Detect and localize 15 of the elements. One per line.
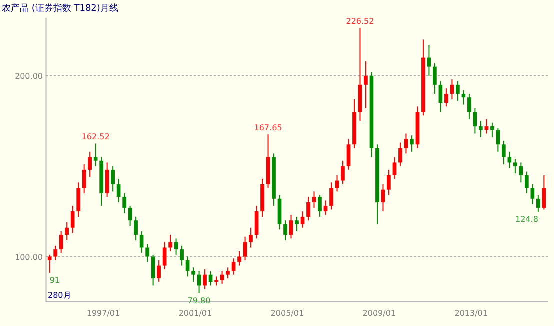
x-tick-label: 2013/01 bbox=[454, 309, 488, 318]
annotation: 91 bbox=[50, 276, 60, 286]
x-tick-label: 1997/01 bbox=[86, 309, 120, 318]
x-tick-label: 2005/01 bbox=[270, 309, 304, 318]
y-tick-label: 200.00 bbox=[15, 72, 43, 81]
annotation: 280月 bbox=[48, 291, 72, 300]
x-tick-label: 2001/01 bbox=[178, 309, 212, 318]
annotation: 124.8 bbox=[516, 214, 538, 224]
annotation: 162.52 bbox=[82, 132, 110, 142]
x-tick-label: 2009/01 bbox=[362, 309, 396, 318]
annotation: 79.80 bbox=[188, 296, 211, 306]
chart-title: 农产品 (证券指数 T182)月线 bbox=[2, 3, 118, 14]
y-tick-label: 100.00 bbox=[15, 252, 43, 262]
annotation: 226.52 bbox=[346, 16, 374, 26]
annotation: 167.65 bbox=[254, 123, 282, 132]
